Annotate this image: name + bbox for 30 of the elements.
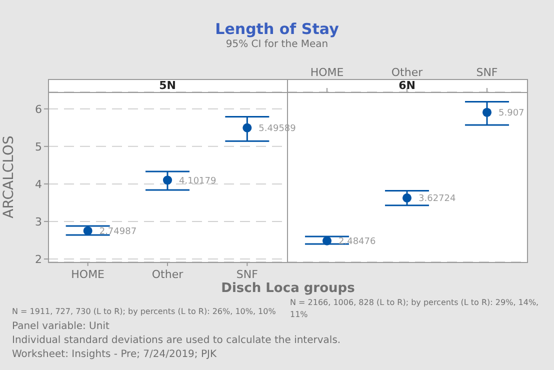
x-tick-label: SNF — [236, 268, 258, 281]
data-label: 5.907 — [498, 108, 524, 119]
x-tick-label: Other — [391, 66, 424, 79]
chart-title: 6N — [398, 79, 416, 92]
point — [83, 226, 92, 236]
x-tick-label: HOME — [310, 66, 344, 79]
y-tick-label: 6 — [35, 102, 42, 116]
point — [162, 176, 172, 185]
text: N = 1911, 727, 730 (L to R); by percents (L to R): 26%, 10%, 10% — [12, 307, 276, 316]
text: Individual standard deviations are used to calculate the intervals. — [12, 335, 341, 346]
x-axis-title: Disch Loca groups — [221, 281, 355, 296]
data-label: 4.10179 — [179, 176, 217, 186]
x-tick-label: Other — [152, 268, 184, 281]
y-axis-title: ARCALCLOS — [0, 136, 17, 218]
data-label: 2.74987 — [99, 227, 137, 238]
y-tick-label: 3 — [35, 215, 42, 228]
text: Panel variable: Unit — [12, 321, 110, 332]
x-tick-label: HOME — [71, 268, 105, 281]
text: N = 2166, 1006, 828 (L to R); by percents (L to R): 29%, 14%, 11% — [290, 298, 539, 319]
y-tick-label: 2 — [35, 252, 42, 266]
data-label: 3.62724 — [418, 194, 456, 204]
y-tick-label: 5 — [35, 140, 42, 154]
y-tick-label: 4 — [35, 178, 42, 191]
chart-title: 5N — [159, 79, 176, 92]
data-label: 2.48476 — [338, 237, 376, 247]
point — [242, 123, 252, 132]
text: 95% CI for the Mean — [226, 39, 328, 50]
text: Length of Stay — [215, 20, 339, 38]
text: Worksheet: Insights - Pre; 7/24/2019; PJK — [12, 349, 217, 360]
x-tick-label: SNF — [476, 66, 498, 79]
